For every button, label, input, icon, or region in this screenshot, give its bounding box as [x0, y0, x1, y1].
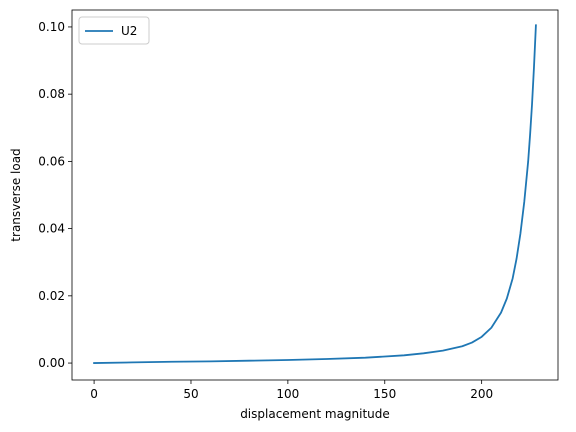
y-tick-label: 0.04: [38, 222, 65, 236]
x-axis: 0 50 100 150 200: [90, 380, 493, 401]
x-axis-label: displacement magnitude: [240, 407, 390, 421]
plot-frame: [71, 9, 559, 381]
plot-area: [72, 10, 558, 380]
x-tick-label: 150: [373, 387, 396, 401]
y-tick-label: 0.00: [38, 356, 65, 370]
x-tick-label: 0: [90, 387, 98, 401]
x-tick-label: 100: [276, 387, 299, 401]
y-tick-label: 0.10: [38, 20, 65, 34]
legend-box: [78, 16, 150, 45]
y-axis: 0.00 0.02 0.04 0.06 0.08 0.10: [38, 20, 72, 370]
legend-label-u2: U2: [121, 24, 137, 38]
x-tick-label: 50: [183, 387, 198, 401]
series-line-u2: [93, 24, 537, 364]
y-axis-label: transverse load: [9, 148, 23, 241]
series-layer: [93, 24, 537, 364]
y-tick-label: 0.06: [38, 154, 65, 168]
legend: U2: [78, 16, 150, 45]
x-tick-label: 200: [470, 387, 493, 401]
y-tick-label: 0.02: [38, 289, 65, 303]
y-tick-label: 0.08: [38, 87, 65, 101]
